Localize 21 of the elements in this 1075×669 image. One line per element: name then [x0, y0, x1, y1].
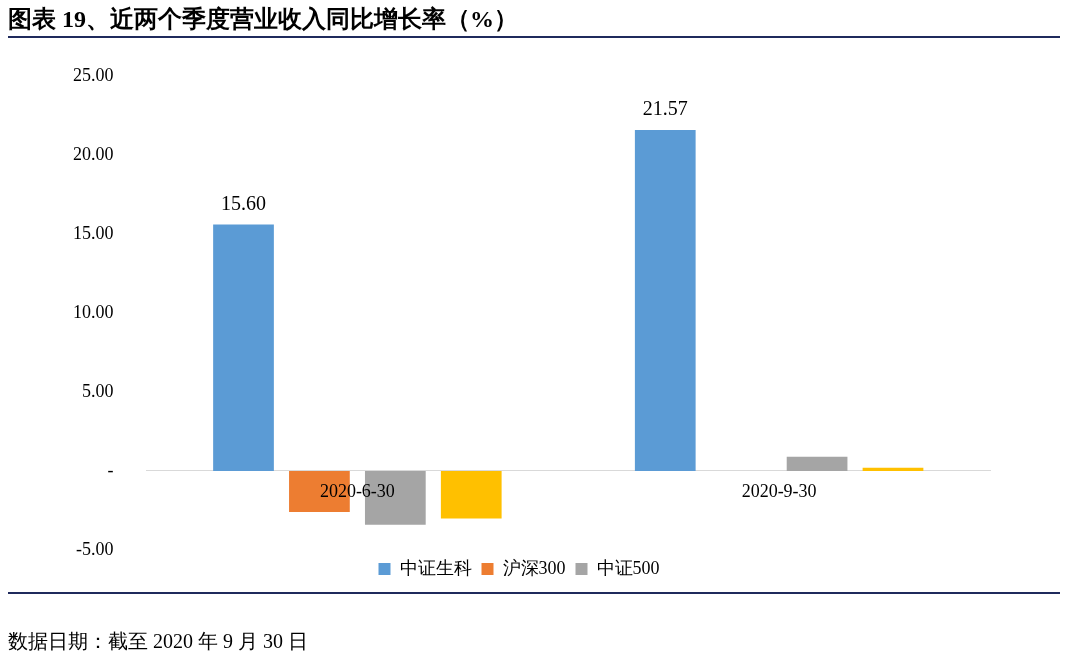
bar — [786, 456, 848, 471]
legend-label: 沪深300 — [502, 557, 566, 578]
text: 15.60 — [221, 191, 266, 214]
bar — [634, 130, 696, 471]
bar — [440, 470, 502, 519]
chart-title: 图表 19、近两个季度营业收入同比增长率（%） — [8, 2, 1060, 38]
bar — [862, 467, 924, 471]
bar — [213, 224, 274, 471]
text: 数据日期：截至 2020 年 9 月 30 日 — [8, 592, 1060, 655]
y-tick-label: 15.00 — [73, 222, 114, 243]
legend-label: 中证生科 — [399, 557, 472, 578]
y-tick-label: 25.00 — [73, 64, 114, 85]
x-tick-label: 2020-6-30 — [319, 480, 395, 501]
y-tick-label: - — [107, 459, 114, 480]
x-tick-label: 2020-9-30 — [741, 480, 817, 501]
y-tick-label: 5.00 — [82, 380, 114, 401]
legend-label: 中证500 — [596, 557, 660, 578]
text: 21.57 — [642, 97, 688, 120]
y-tick-label: 20.00 — [73, 143, 114, 164]
y-tick-label: 10.00 — [73, 301, 114, 322]
y-tick-label: -5.00 — [76, 538, 114, 559]
